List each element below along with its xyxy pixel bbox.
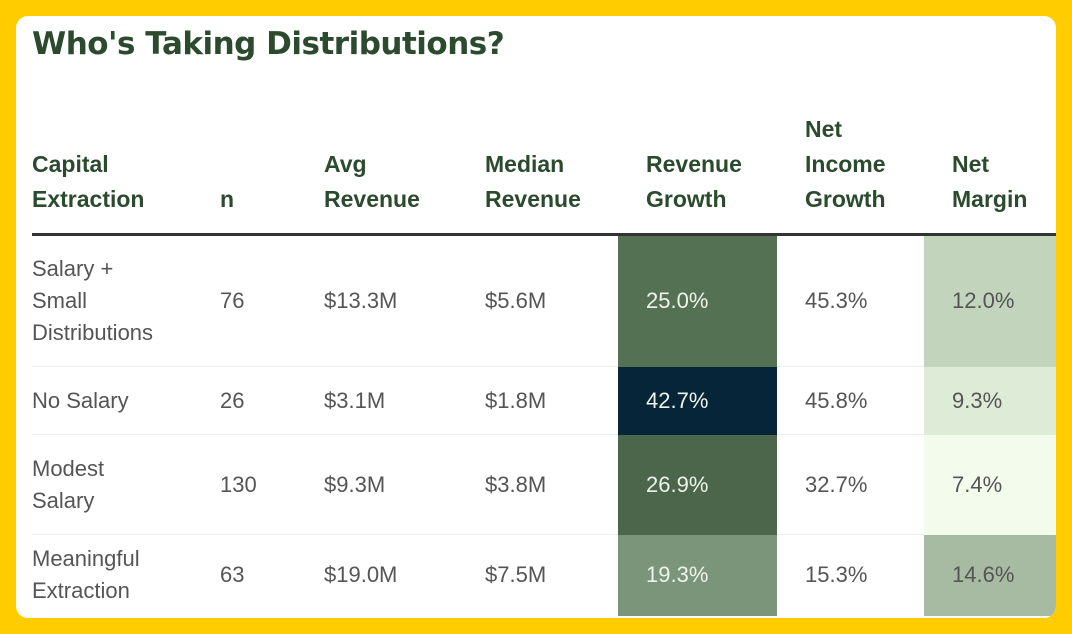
column-header-line: n <box>220 186 235 212</box>
column-header-line: Margin <box>952 186 1028 212</box>
row-label-line: Meaningful <box>32 546 140 572</box>
column-header-line: Median <box>485 151 565 177</box>
median-revenue-cell: $1.8M <box>485 366 618 435</box>
column-header[interactable]: Capital Extraction <box>32 112 220 236</box>
column-header-line: Growth <box>805 186 886 212</box>
page-title: Who's Taking Distributions? <box>32 26 505 62</box>
row-label-line: Extraction <box>32 578 130 604</box>
column-header-line: Net <box>952 151 990 177</box>
table-header-row: Capital Extraction n Avg Revenue Median Revenu… <box>32 112 1056 236</box>
row-label-line: Distributions <box>32 320 154 345</box>
row-label: Meaningful Extraction <box>32 534 220 616</box>
column-header-line: Revenue <box>324 186 420 212</box>
row-label: Modest Salary <box>32 434 220 535</box>
revenue-growth-cell: 19.3% <box>618 534 777 616</box>
net-margin-cell: 7.4% <box>924 434 1056 535</box>
revenue-growth-cell: 42.7% <box>618 366 777 435</box>
revenue-growth-cell: 25.0% <box>618 234 777 367</box>
column-header[interactable]: Net Margin <box>924 112 1056 236</box>
column-header[interactable]: Avg Revenue <box>324 112 485 236</box>
median-revenue-cell: $7.5M <box>485 534 618 616</box>
column-header-line: Growth <box>646 186 727 212</box>
row-label-line: Salary + <box>32 256 114 281</box>
column-header-line: Revenue <box>485 186 581 212</box>
column-header[interactable]: Median Revenue <box>485 112 618 236</box>
column-header[interactable]: n <box>220 112 324 236</box>
row-label-line: Modest <box>32 455 105 481</box>
row-label-line: Small <box>32 288 88 313</box>
net-margin-cell: 14.6% <box>924 534 1056 616</box>
table-row: Meaningful Extraction 63 $19.0M $7.5M 19.3% 15… <box>32 534 1056 616</box>
n-cell: 26 <box>220 366 324 435</box>
avg-revenue-cell: $9.3M <box>324 434 485 535</box>
revenue-growth-cell: 26.9% <box>618 434 777 535</box>
avg-revenue-cell: $19.0M <box>324 534 485 616</box>
table-row: Salary + Small Distributions 76 $13.3M $5.6M 2… <box>32 234 1056 367</box>
column-header-line: Revenue <box>646 151 742 177</box>
median-revenue-cell: $3.8M <box>485 434 618 535</box>
column-header-line: Capital <box>32 151 109 177</box>
net-margin-cell: 12.0% <box>924 234 1056 367</box>
row-label: Salary + Small Distributions <box>32 234 220 367</box>
column-header-line: Income <box>805 151 886 177</box>
net-income-growth-cell: 45.8% <box>777 366 924 435</box>
distributions-table: Capital Extraction n Avg Revenue Median Revenu… <box>32 112 1056 616</box>
net-income-growth-cell: 45.3% <box>777 234 924 367</box>
avg-revenue-cell: $3.1M <box>324 366 485 435</box>
column-header-line: Extraction <box>32 186 145 212</box>
net-margin-cell: 9.3% <box>924 366 1056 435</box>
net-income-growth-cell: 32.7% <box>777 434 924 535</box>
column-header[interactable]: Revenue Growth <box>618 112 777 236</box>
table-row: No Salary 26 $3.1M $1.8M 42.7% 45.8% 9.3% <box>32 366 1056 435</box>
column-header[interactable]: Net Income Growth <box>777 112 924 236</box>
table-row: Modest Salary 130 $9.3M $3.8M 26.9% 32.7% 7.4% <box>32 434 1056 535</box>
n-cell: 63 <box>220 534 324 616</box>
n-cell: 130 <box>220 434 324 535</box>
median-revenue-cell: $5.6M <box>485 234 618 367</box>
n-cell: 76 <box>220 234 324 367</box>
avg-revenue-cell: $13.3M <box>324 234 485 367</box>
column-header-line: Net <box>805 116 843 142</box>
row-label-line: Salary <box>32 487 95 513</box>
net-income-growth-cell: 15.3% <box>777 534 924 616</box>
row-label-line: No Salary <box>32 387 129 413</box>
distributions-card: Who's Taking Distributions? Capital Extra… <box>16 16 1056 618</box>
column-header-line: Avg <box>324 151 367 177</box>
row-label: No Salary <box>32 366 220 435</box>
